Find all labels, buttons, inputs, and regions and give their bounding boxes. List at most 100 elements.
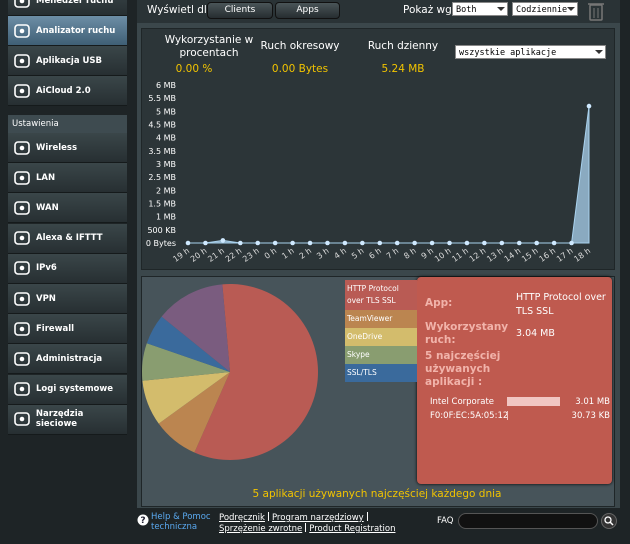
x-tick-label: 19 h — [171, 246, 191, 264]
y-tick-label: 4 MB — [156, 134, 176, 143]
menu-item[interactable]: Wireless — [8, 133, 127, 163]
point — [203, 240, 208, 246]
y-tick-label: 1.5 MB — [148, 200, 176, 209]
app-filter-select[interactable]: wszystkie aplikacje — [455, 45, 606, 59]
point — [290, 240, 295, 246]
pie-slice — [146, 316, 230, 372]
pie-slice — [142, 343, 230, 381]
client-list: Intel Corporate 3.01 MB F0:0F:EC:5A:05:12 3… — [430, 395, 612, 423]
client-bar — [507, 397, 560, 406]
legend-item: SSL/TLS — [345, 364, 417, 382]
point — [185, 240, 191, 246]
menu-label: Aplikacja USB — [36, 55, 103, 66]
client-traffic: 3.01 MB — [575, 397, 610, 407]
menu-label: WAN — [36, 202, 59, 213]
menu-item[interactable]: LAN — [8, 163, 127, 194]
search-input[interactable] — [458, 513, 598, 529]
menu-item[interactable]: IPv6 — [8, 253, 127, 284]
legend-item: Skype — [345, 346, 417, 364]
x-tick-label: 2 h — [298, 246, 314, 261]
x-tick-label: 15 h — [520, 246, 540, 264]
menu-icon — [14, 231, 30, 245]
y-tick-label: 3 MB — [156, 160, 176, 169]
footer-link[interactable]: Program narzędziowy — [271, 513, 364, 523]
view-label: Wyświetl dla: — [147, 4, 217, 16]
menu-item[interactable]: WAN — [8, 193, 127, 224]
period-select[interactable]: Codziennie — [512, 2, 578, 16]
x-tick-label: 21 h — [206, 246, 226, 264]
legend-item: TeamViewer — [345, 310, 417, 328]
footer-link[interactable]: Sprzężenie zwrotne — [219, 524, 303, 534]
stat-value: 0.00 Bytes — [271, 63, 329, 75]
point — [220, 238, 226, 243]
help-link[interactable]: Help & Pomoc techniczna — [151, 512, 211, 532]
menu-item[interactable]: Aplikacja USB — [8, 46, 127, 76]
point — [255, 240, 261, 246]
menu-icon — [14, 170, 30, 185]
menu-label: IPv6 — [36, 263, 57, 274]
search-button[interactable] — [601, 513, 617, 529]
x-tick-label: 9 h — [420, 246, 436, 261]
point — [360, 240, 365, 246]
point — [272, 240, 278, 246]
x-tick-label: 18 h — [572, 246, 592, 264]
y-tick-label: 1 MB — [156, 213, 176, 222]
stat-value: 0.00 % — [175, 63, 213, 75]
point — [569, 240, 574, 246]
pie-legend: HTTP Protocol over TLS SSL TeamViewer OneD… — [345, 280, 417, 382]
menu-item[interactable]: Firewall — [8, 314, 127, 345]
delete-icon[interactable] — [587, 1, 605, 21]
clients-button[interactable]: Clients — [207, 2, 273, 19]
menu-icon — [14, 261, 30, 276]
footer-link[interactable]: Product Registration — [309, 524, 396, 534]
sort-label: Pokaż wg: — [403, 4, 456, 16]
point — [377, 240, 383, 246]
x-tick-label: 7 h — [385, 246, 401, 261]
y-tick-label: 5 MB — [156, 107, 176, 116]
x-tick-label: 23 h — [241, 246, 261, 264]
x-tick-label: 0 h — [263, 246, 279, 261]
menu-label: Narzędzia sieciowe — [35, 409, 84, 430]
menu-icon — [14, 382, 30, 396]
client-row: F0:0F:EC:5A:05:12 30.73 KB — [430, 409, 612, 423]
menu-item[interactable]: Administracja — [8, 344, 127, 375]
x-tick-label: 4 h — [332, 246, 348, 261]
menu-label: Administracja — [36, 353, 103, 364]
y-tick-label: 4.5 MB — [148, 121, 176, 130]
usage-label: Wykorzystany ruch: — [425, 321, 509, 346]
point — [551, 240, 557, 246]
top-apps-label: 5 najczęściej używanych aplikacji : — [425, 350, 501, 388]
point — [394, 240, 400, 246]
x-tick-label: 11 h — [450, 246, 470, 264]
menu-item[interactable]: AiCloud 2.0 — [8, 76, 127, 106]
separator — [366, 512, 368, 521]
menu-item[interactable]: Narzędzia sieciowe — [8, 404, 127, 435]
point — [516, 240, 522, 246]
x-tick-label: 6 h — [367, 246, 383, 261]
legend-item: OneDrive — [345, 328, 417, 346]
point — [447, 240, 452, 246]
point — [307, 240, 313, 246]
pie-slice — [158, 372, 230, 453]
menu-icon — [14, 321, 30, 336]
menu-item[interactable]: Menedżer ruchu — [8, 0, 127, 16]
y-tick-label: 500 KB — [147, 226, 176, 235]
menu-label: Wireless — [36, 142, 78, 153]
menu-label: Logi systemowe — [36, 384, 114, 395]
client-traffic: 30.73 KB — [571, 411, 610, 421]
point — [342, 240, 348, 246]
direction-select[interactable]: Both — [452, 2, 508, 16]
menu-item[interactable]: Analizator ruchu — [8, 16, 127, 46]
client-row: Intel Corporate 3.01 MB — [430, 395, 612, 409]
stat-value: 5.24 MB — [381, 63, 425, 75]
menu-item[interactable]: Logi systemowe — [8, 374, 127, 405]
point — [429, 240, 435, 246]
help-icon: ? — [137, 514, 149, 526]
menu-item[interactable]: VPN — [8, 284, 127, 314]
apps-button[interactable]: Apps — [275, 2, 340, 19]
point — [586, 103, 592, 109]
footer-link[interactable]: Podręcznik — [219, 513, 265, 523]
menu-item[interactable]: Alexa & IFTTT — [8, 223, 127, 254]
y-tick-label: 0 Bytes — [146, 239, 176, 248]
